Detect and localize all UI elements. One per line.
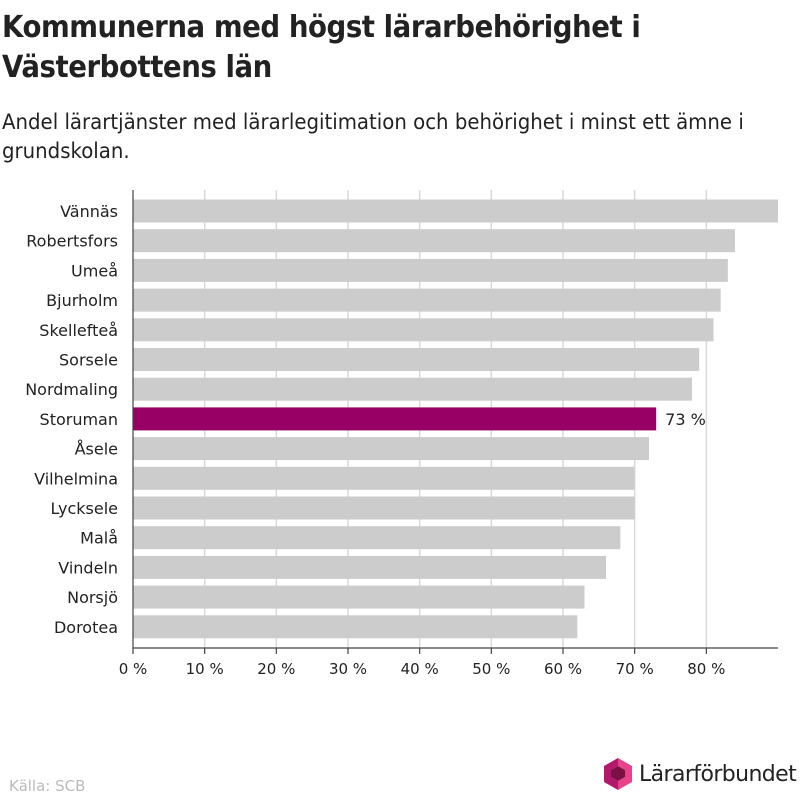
category-label: Umeå — [71, 261, 118, 280]
bar — [133, 585, 585, 609]
x-tick-label: 0 % — [119, 660, 148, 678]
bar — [133, 466, 635, 490]
category-label: Storuman — [40, 410, 118, 429]
category-label: Norsjö — [67, 588, 118, 607]
bar — [133, 615, 578, 639]
brand-logo: Lärarförbundet — [602, 757, 797, 791]
hexagon-logo-icon — [604, 758, 632, 790]
category-label: Vilhelmina — [34, 469, 118, 488]
bar — [133, 288, 721, 312]
x-tick-label: 80 % — [687, 660, 725, 678]
category-label: Bjurholm — [46, 291, 118, 310]
bar — [133, 407, 657, 431]
category-label: Vännäs — [60, 202, 118, 221]
x-tick-label: 10 % — [186, 660, 224, 678]
bar — [133, 437, 649, 461]
chart-subtitle: Andel lärartjänster med lärarlegitimatio… — [2, 110, 744, 163]
data-label: 73 % — [665, 410, 706, 429]
brand-name: Lärarförbundet — [639, 761, 797, 787]
category-label: Robertsfors — [26, 232, 118, 251]
x-tick-label: 30 % — [329, 660, 367, 678]
bar — [133, 348, 700, 371]
x-tick-label: 70 % — [616, 660, 654, 678]
bar — [133, 377, 692, 401]
x-tick-label: 60 % — [544, 660, 582, 678]
category-label: Sorsele — [59, 351, 118, 370]
category-label: Åsele — [75, 440, 118, 459]
bar — [133, 496, 635, 520]
category-label: Vindeln — [58, 558, 118, 577]
category-label: Lycksele — [51, 499, 118, 518]
category-label: Nordmaling — [25, 380, 118, 399]
bar — [133, 199, 778, 223]
bar — [133, 258, 728, 282]
x-tick-label: 50 % — [472, 660, 510, 678]
x-tick-label: 20 % — [257, 660, 295, 678]
bar-chart: Vännäs Robertsfors Umeå Bjurholm Skellefteå S… — [25, 190, 778, 678]
source-note: Källa: SCB — [9, 777, 86, 795]
bar — [133, 555, 606, 579]
category-label: Malå — [80, 529, 118, 548]
category-label: Skellefteå — [39, 321, 118, 340]
bar — [133, 526, 621, 550]
bar — [133, 318, 714, 342]
chart-title: Kommunerna med högst lärarbehörighet i V… — [2, 10, 641, 85]
bar — [133, 229, 735, 253]
category-label: Dorotea — [54, 618, 118, 637]
x-tick-label: 40 % — [401, 660, 439, 678]
